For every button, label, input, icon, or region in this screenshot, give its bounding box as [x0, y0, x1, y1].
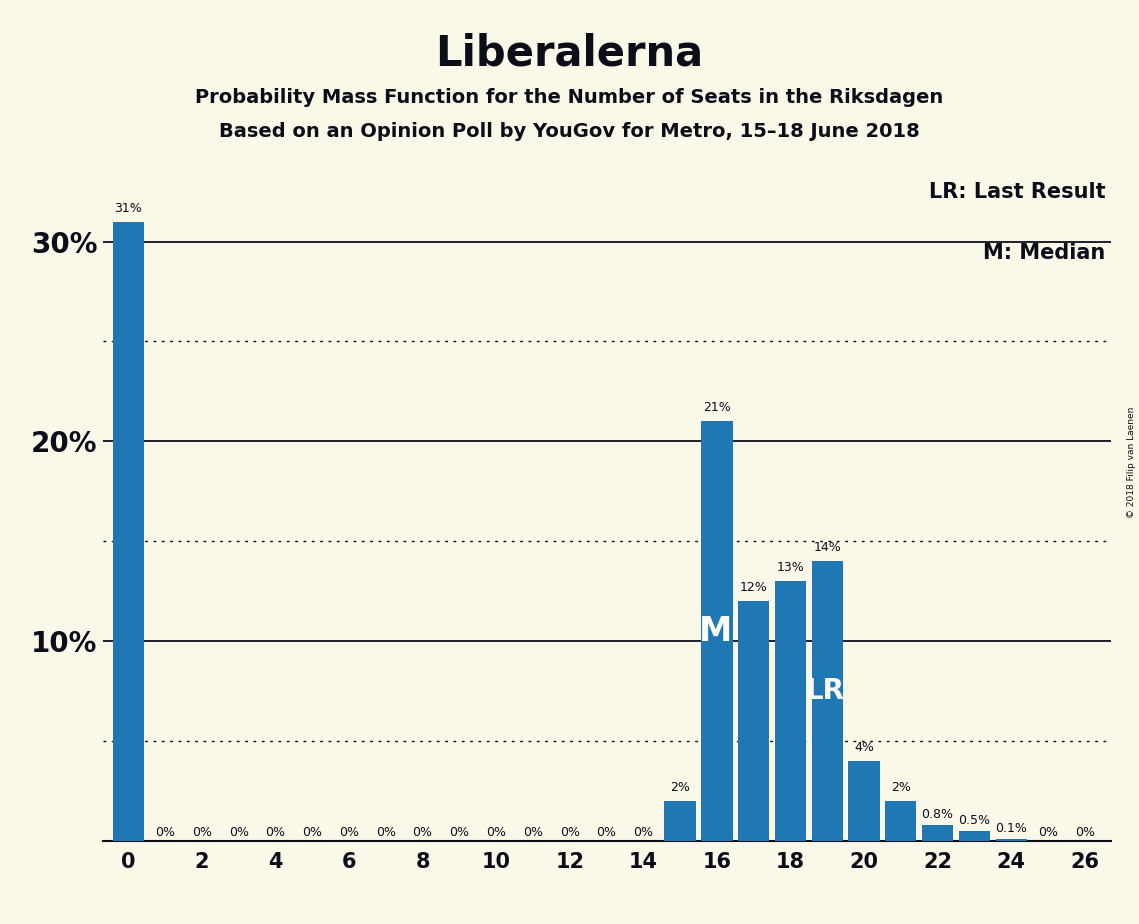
Text: LR: LR — [806, 677, 845, 705]
Text: 0.8%: 0.8% — [921, 808, 953, 821]
Text: 0%: 0% — [633, 826, 654, 839]
Text: 0%: 0% — [376, 826, 395, 839]
Text: 4%: 4% — [854, 741, 874, 754]
Text: 0%: 0% — [229, 826, 248, 839]
Text: 0%: 0% — [1038, 826, 1058, 839]
Bar — [812, 561, 843, 841]
Text: 2%: 2% — [891, 781, 911, 794]
Text: 0%: 0% — [1075, 826, 1095, 839]
Bar — [849, 761, 879, 841]
Text: © 2018 Filip van Laenen: © 2018 Filip van Laenen — [1126, 407, 1136, 517]
Bar — [113, 222, 144, 841]
Text: 0.5%: 0.5% — [958, 814, 991, 827]
Text: 0%: 0% — [412, 826, 433, 839]
Bar — [775, 581, 806, 841]
Text: 0%: 0% — [450, 826, 469, 839]
Bar — [885, 801, 917, 841]
Text: 14%: 14% — [813, 541, 841, 554]
Text: 0%: 0% — [339, 826, 359, 839]
Text: M: M — [698, 614, 731, 648]
Text: 13%: 13% — [777, 561, 804, 574]
Text: Based on an Opinion Poll by YouGov for Metro, 15–18 June 2018: Based on an Opinion Poll by YouGov for M… — [219, 122, 920, 141]
Text: M: Median: M: Median — [983, 243, 1106, 263]
Text: 2%: 2% — [670, 781, 690, 794]
Bar — [702, 421, 732, 841]
Text: LR: Last Result: LR: Last Result — [929, 182, 1106, 202]
Text: 0%: 0% — [597, 826, 616, 839]
Text: 0%: 0% — [302, 826, 322, 839]
Text: 0%: 0% — [155, 826, 175, 839]
Text: 0%: 0% — [523, 826, 543, 839]
Text: 0%: 0% — [486, 826, 506, 839]
Text: 31%: 31% — [114, 201, 142, 214]
Text: Liberalerna: Liberalerna — [435, 32, 704, 74]
Text: 0.1%: 0.1% — [995, 821, 1027, 835]
Bar — [921, 825, 953, 841]
Text: 0%: 0% — [265, 826, 286, 839]
Bar — [995, 839, 1027, 841]
Text: Probability Mass Function for the Number of Seats in the Riksdagen: Probability Mass Function for the Number… — [196, 88, 943, 107]
Bar — [664, 801, 696, 841]
Bar — [738, 602, 769, 841]
Text: 21%: 21% — [703, 401, 731, 414]
Text: 0%: 0% — [191, 826, 212, 839]
Text: 0%: 0% — [559, 826, 580, 839]
Text: 12%: 12% — [740, 581, 768, 594]
Bar — [959, 831, 990, 841]
